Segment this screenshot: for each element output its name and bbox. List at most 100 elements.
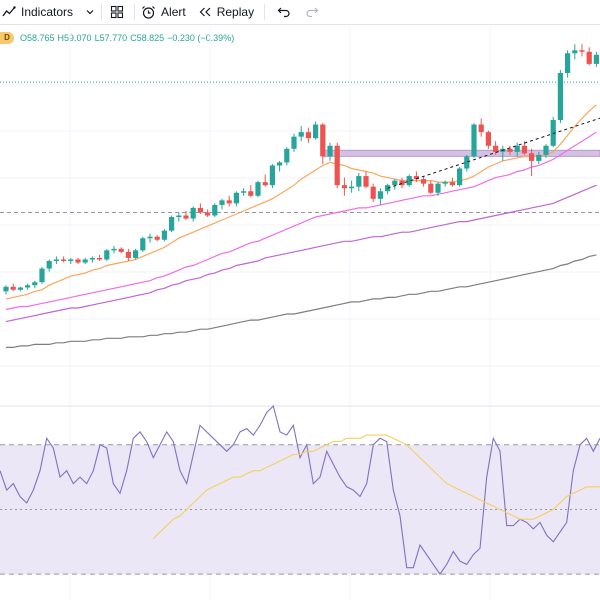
candle-body	[140, 238, 146, 251]
candle-body	[341, 185, 347, 189]
candle-body	[61, 259, 67, 261]
toolbar-divider	[134, 4, 136, 20]
candle-body	[356, 176, 362, 187]
close-value: C58.825	[130, 33, 165, 43]
candle-body	[154, 236, 160, 240]
candle-body	[478, 124, 484, 133]
candle-body	[205, 212, 211, 216]
candle-body	[39, 268, 45, 283]
alert-label: Alert	[161, 5, 186, 19]
candle-body	[111, 248, 117, 251]
open-value: O58.765	[20, 33, 55, 43]
candle-body	[399, 180, 405, 186]
candle-body	[557, 72, 563, 120]
toolbar-divider	[264, 4, 266, 20]
candle-body	[89, 257, 95, 260]
redo-icon	[305, 6, 319, 18]
change-value: −0.230 (−0.39%)	[167, 33, 235, 43]
candle-body	[349, 186, 355, 189]
candle-body	[125, 251, 131, 258]
candle-body	[521, 145, 527, 154]
candle-body	[284, 148, 290, 163]
candle-body	[298, 132, 304, 137]
candle-body	[327, 145, 333, 157]
candle-body	[550, 119, 556, 146]
rsi-band-fill	[0, 444, 600, 575]
candle-body	[104, 250, 110, 260]
candle-body	[529, 153, 535, 161]
high-value: H59.070	[57, 33, 92, 43]
candle-body	[219, 200, 225, 205]
candle-body	[190, 207, 196, 219]
candle-body	[248, 191, 254, 196]
replay-label: Replay	[216, 5, 255, 19]
candle-body	[370, 186, 376, 199]
candle-body	[212, 204, 218, 216]
alarm-clock-plus-icon	[141, 5, 156, 20]
interval-badge[interactable]: D	[0, 32, 14, 44]
undo-button[interactable]	[277, 0, 291, 24]
rsi-line	[0, 404, 600, 576]
redo-button[interactable]	[305, 0, 319, 24]
replay-button[interactable]: Replay	[198, 0, 254, 24]
candle-body	[334, 145, 340, 186]
moving-average-ma_slow	[5, 184, 597, 323]
candle-body	[471, 124, 477, 157]
candle-body	[75, 259, 81, 263]
candle-body	[262, 182, 268, 186]
moving-averages	[5, 104, 597, 348]
layouts-button[interactable]	[110, 0, 124, 24]
candle-body	[586, 51, 592, 64]
candle-body	[161, 230, 167, 240]
candle-body	[183, 215, 189, 219]
horizontal-levels	[0, 81, 600, 213]
support-trendline	[387, 117, 600, 189]
rsi-indicator	[0, 404, 600, 576]
candle-body	[385, 185, 391, 192]
candle-body	[313, 124, 319, 139]
candle-body	[68, 259, 74, 261]
indicators-button[interactable]: Indicators	[0, 0, 73, 24]
resistance-zone	[322, 149, 600, 157]
chevron-down-icon	[85, 7, 95, 17]
candle-body	[255, 182, 261, 196]
candle-body	[53, 259, 59, 261]
candle-body	[377, 191, 383, 199]
candle-body	[421, 179, 427, 184]
candle-body	[82, 259, 88, 263]
candle-body	[493, 145, 499, 152]
candle-body	[3, 286, 9, 292]
candle-body	[118, 248, 124, 252]
candle-body	[536, 154, 542, 161]
ohlc-legend: D O58.765 H59.070 L57.770 C58.825 −0.230…	[0, 30, 234, 46]
rewind-icon	[198, 6, 212, 18]
candle-body	[435, 183, 441, 193]
candle-body	[392, 180, 398, 186]
candle-body	[291, 136, 297, 149]
candlesticks	[3, 44, 599, 295]
candle-body	[413, 176, 419, 180]
candle-body	[442, 182, 448, 184]
candle-body	[226, 200, 232, 204]
candle-body	[579, 50, 585, 52]
candle-body	[320, 124, 326, 157]
indicators-dropdown-button[interactable]	[85, 0, 95, 24]
candle-body	[133, 250, 139, 258]
alert-button[interactable]: Alert	[141, 0, 186, 24]
candle-body	[500, 148, 506, 152]
candle-body	[17, 287, 23, 290]
candle-body	[241, 191, 247, 193]
candle-body	[10, 286, 16, 290]
candle-body	[97, 257, 103, 260]
rsi-band	[0, 444, 600, 575]
candle-body	[485, 132, 491, 146]
indicators-label: Indicators	[21, 5, 74, 19]
grid-icon	[110, 5, 124, 19]
moving-average-ma_mid	[5, 131, 597, 311]
candle-body	[507, 148, 513, 152]
candle-body	[147, 236, 153, 239]
top-toolbar: Indicators Alert Replay	[0, 0, 600, 25]
candle-body	[176, 215, 182, 218]
candle-body	[406, 176, 412, 186]
